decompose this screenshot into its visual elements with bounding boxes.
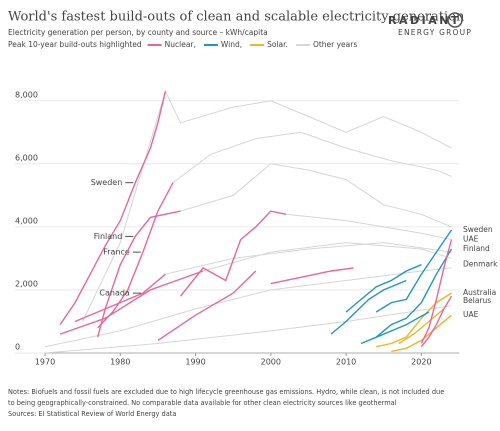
x-tick-label: 1990 — [185, 358, 205, 367]
line-label: Belarus — [463, 296, 491, 305]
y-tick-label: 8,000 — [15, 90, 38, 99]
x-tick-label: 2020 — [411, 358, 431, 367]
chart-subtitle: Electricity generation per person, by co… — [8, 28, 268, 37]
series-line — [420, 295, 453, 348]
series-line — [345, 264, 422, 313]
series-line — [44, 267, 452, 348]
series-line — [202, 242, 452, 272]
series-line — [285, 213, 452, 240]
line-label: Sweden — [91, 178, 123, 187]
legend-label: Wind, — [221, 40, 242, 49]
chart-title: World's fastest build-outs of clean and … — [8, 10, 465, 25]
series-line — [398, 308, 445, 345]
series-line — [157, 270, 257, 341]
line-label: Sweden — [463, 225, 493, 234]
series-line — [59, 270, 204, 335]
line-label: Finland — [94, 232, 123, 241]
line-label: UAE — [463, 310, 479, 319]
logo-name: RADIANT — [388, 14, 461, 27]
series-line — [375, 229, 453, 313]
x-tick-label: 1970 — [35, 358, 55, 367]
series-line — [360, 311, 430, 345]
x-tick-label: 2000 — [261, 358, 281, 367]
series-line — [165, 242, 452, 275]
line-label: Australia — [463, 288, 496, 297]
series-line — [376, 292, 452, 348]
series-line — [375, 248, 453, 338]
series-line — [270, 267, 354, 285]
series-line — [59, 91, 167, 325]
line-label: Finland — [463, 244, 490, 253]
line-label: UAE — [463, 234, 479, 243]
line-label: France — [103, 248, 130, 257]
logo-sub: ENERGY GROUP — [398, 28, 472, 37]
legend-title: Peak 10-year build-outs highlighted — [8, 40, 142, 49]
series-line — [44, 305, 452, 354]
series-line — [330, 279, 407, 335]
logo-icon — [447, 12, 463, 28]
y-tick-label: 4,000 — [15, 216, 38, 225]
y-tick-label: 0 — [15, 343, 20, 352]
series-line — [420, 239, 453, 344]
series-line — [97, 210, 181, 338]
legend-label: Nuclear, — [165, 40, 196, 49]
legend-label: Other years — [313, 40, 357, 49]
legend-label: Solar. — [267, 40, 288, 49]
x-tick-label: 2010 — [336, 358, 356, 367]
y-tick-label: 2,000 — [15, 279, 38, 288]
line-label: Canada — [99, 289, 130, 298]
series-line — [180, 163, 452, 228]
series-line — [172, 131, 452, 184]
series-line — [82, 89, 452, 322]
series-line — [179, 210, 287, 297]
source: Sources: EI Statistical Review of World … — [8, 410, 176, 418]
line-label: Denmark — [463, 260, 498, 269]
x-tick-label: 1980 — [110, 358, 130, 367]
series-line — [391, 314, 452, 353]
note: Notes: Biofuels and fossil fuels are exc… — [8, 388, 444, 396]
series-line — [74, 273, 166, 323]
y-tick-label: 6,000 — [15, 153, 38, 162]
note: to being geographically-constrained. No … — [8, 399, 397, 407]
